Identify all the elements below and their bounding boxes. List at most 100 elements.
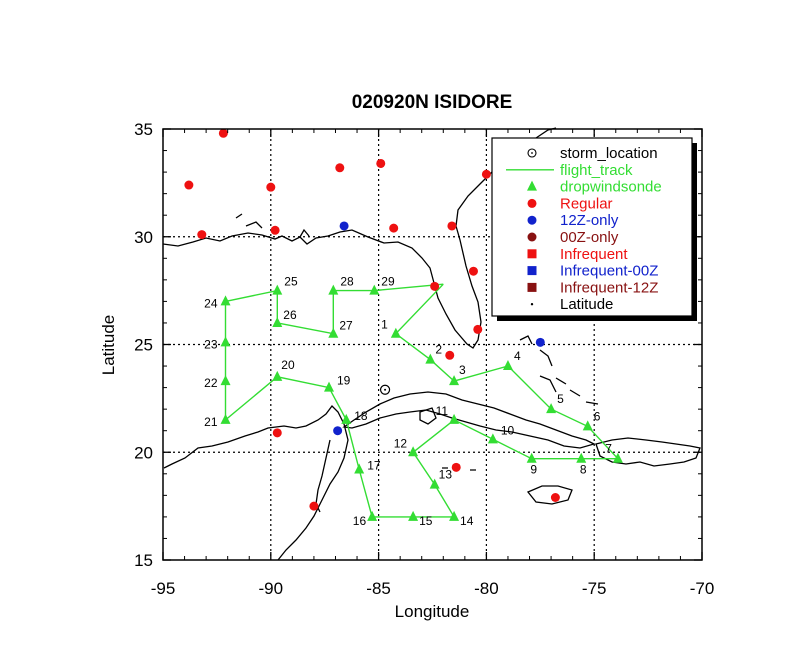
coastlines [162, 127, 701, 561]
dropwindsonde-marker [408, 446, 419, 457]
legend-label-infrequent-12z: Infrequent-12Z [560, 279, 658, 296]
legend-marker-storm-location [527, 148, 537, 158]
x-axis-label: Longitude [395, 602, 470, 621]
legend-marker-infrequent [527, 249, 537, 259]
regular-station-marker [309, 501, 319, 511]
regular-station-marker [473, 324, 483, 334]
dropwindsonde-marker [272, 284, 283, 295]
regular-station-marker [376, 158, 386, 168]
waypoint-label: 4 [514, 349, 521, 363]
regular-station-marker [270, 225, 280, 235]
observation-stations [184, 128, 560, 511]
storm-location-circle [379, 384, 391, 395]
y-tick-label: 25 [134, 336, 153, 355]
regular-station-marker [468, 266, 478, 276]
regular-station-marker [447, 221, 457, 231]
x-tick-label: -70 [690, 579, 715, 598]
dropwindsonde-marker [367, 510, 378, 521]
dropwindsonde-marker [390, 327, 401, 338]
legend-marker-latitude [530, 303, 534, 306]
legend-label-flight-track: flight_track [560, 162, 633, 179]
y-tick-label: 30 [134, 228, 153, 247]
us-coastline [162, 127, 557, 349]
dropwindsonde-marker [502, 360, 513, 371]
station-12z-marker [339, 221, 349, 231]
legend-label-infrequent: Infrequent [560, 246, 628, 263]
waypoint-label: 28 [340, 275, 354, 289]
waypoint-label: 27 [339, 319, 353, 333]
dropwindsonde-marker [328, 327, 339, 338]
legend-label-dropwindsonde: dropwindsonde [560, 179, 662, 196]
dropwindsonde-marker [546, 403, 557, 414]
waypoint-label: 3 [459, 363, 466, 377]
dropwindsonde-marker [328, 284, 339, 295]
y-tick-label: 20 [134, 443, 153, 462]
regular-station-marker [335, 163, 345, 173]
dropwindsonde-marker [220, 336, 231, 347]
bay-notch [299, 228, 310, 238]
dropwindsonde-marker [272, 316, 283, 327]
x-tick-label: -75 [582, 579, 607, 598]
dropwindsonde-marker [429, 478, 440, 489]
waypoint-label: 11 [436, 404, 449, 418]
waypoint-label: 18 [354, 409, 368, 423]
waypoint-label: 25 [284, 275, 298, 289]
legend-label-storm-location: storm_location [560, 145, 658, 162]
waypoint-label: 26 [283, 308, 297, 322]
waypoint-label: 9 [530, 463, 537, 477]
y-tick-label: 15 [134, 551, 153, 570]
legend-marker-infrequent-12z [527, 282, 537, 292]
waypoint-label: 20 [281, 358, 295, 372]
waypoint-label: 10 [501, 423, 515, 437]
legend-label-latitude: Latitude [560, 296, 613, 313]
waypoint-label: 22 [204, 376, 218, 390]
regular-station-marker [430, 281, 440, 291]
dropwindsonde-marker [341, 413, 352, 424]
regular-station-marker [445, 350, 455, 360]
dropwindsonde-marker [612, 452, 623, 463]
legend-label-regular: Regular [560, 195, 613, 212]
cuba-outline [342, 391, 596, 449]
regular-station-marker [550, 493, 560, 503]
legend-label-infrequent-00z: Infrequent-00Z [560, 263, 658, 280]
legend: storm_locationflight_trackdropwindsondeR… [491, 137, 697, 321]
flight-track [220, 283, 623, 521]
dropwindsonde-marker [487, 433, 498, 444]
legend-marker-dropwindsonde [527, 180, 537, 191]
waypoint-label: 1 [381, 318, 388, 332]
cayman-islands [442, 467, 476, 471]
legend-label-12z-only: 12Z-only [560, 212, 619, 229]
waypoint-label: 16 [353, 514, 367, 528]
station-12z-marker [333, 426, 343, 436]
isla-juventud [419, 407, 437, 425]
inland-water [235, 213, 263, 229]
yucatan-east-coast [315, 439, 331, 513]
waypoint-labels: 1234567891011121314151617181920212223242… [204, 275, 612, 528]
dropwindsonde-marker [449, 510, 460, 521]
x-tick-label: -80 [474, 579, 499, 598]
dropwindsonde-marker [324, 381, 335, 392]
regular-station-marker [197, 230, 207, 240]
legend-marker-storm-location-center [531, 152, 533, 154]
regular-station-marker [184, 180, 194, 190]
waypoint-label: 23 [204, 337, 218, 351]
waypoint-label: 29 [381, 275, 395, 289]
chart-title: 020920N ISIDORE [352, 92, 513, 113]
bahamas-outline [519, 335, 599, 405]
waypoint-label: 2 [435, 343, 442, 357]
regular-station-marker [389, 223, 399, 233]
dropwindsonde-marker [576, 452, 587, 463]
waypoint-label: 6 [594, 409, 601, 423]
dropwindsonde-marker [449, 413, 460, 424]
legend-marker-12z-only [527, 215, 537, 225]
legend-label-00z-only: 00Z-only [560, 229, 619, 246]
regular-station-marker [272, 428, 282, 438]
station-12z-marker [535, 337, 545, 347]
dropwindsonde-marker [526, 452, 537, 463]
legend-box [491, 137, 693, 317]
waypoint-label: 19 [337, 374, 351, 388]
jamaica-outline [526, 485, 573, 505]
legend-marker-infrequent-00z [527, 266, 537, 276]
waypoint-label: 5 [557, 392, 564, 406]
